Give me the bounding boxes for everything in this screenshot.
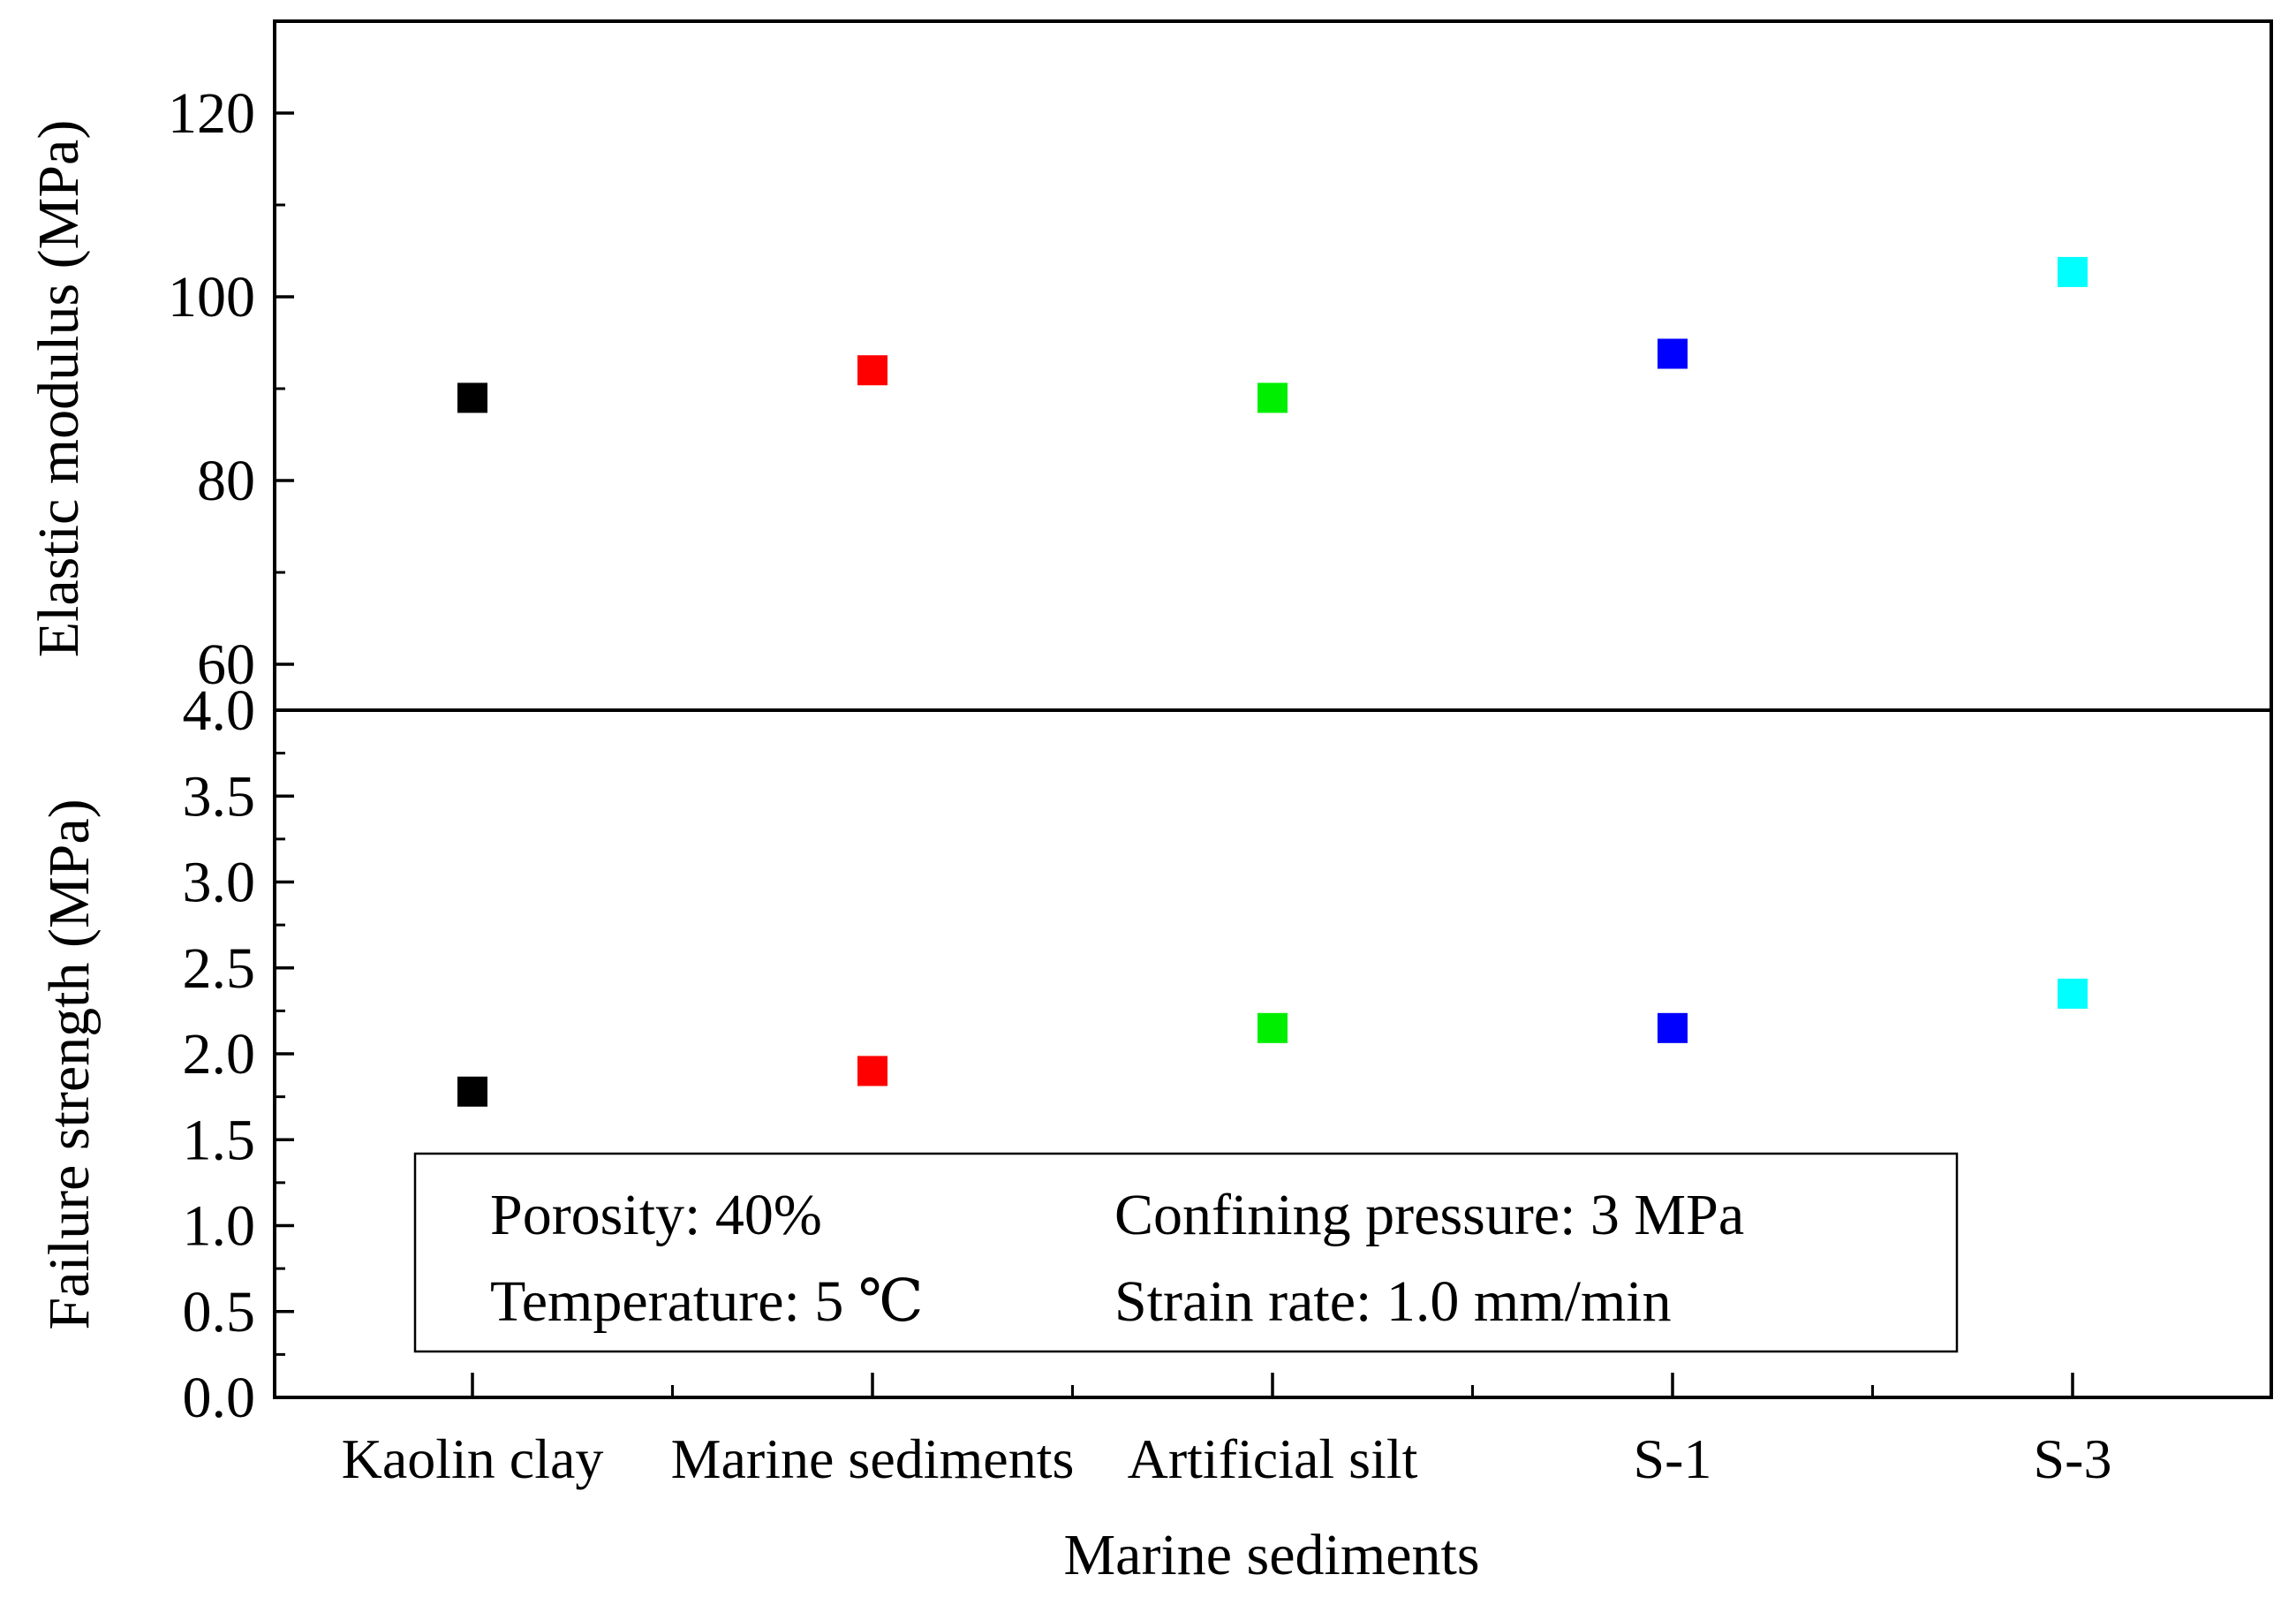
strain-rate-note: Strain rate: 1.0 mm/min: [1114, 1269, 1672, 1334]
confining-pressure-note: Confining pressure: 3 MPa: [1114, 1183, 1744, 1247]
bottom-y-tick-label: 2.0: [183, 1022, 256, 1086]
bottom-y-tick-label: 0.0: [183, 1366, 256, 1430]
x-tick-label: S-1: [1634, 1427, 1712, 1490]
bottom-y-tick-label: 0.5: [183, 1280, 256, 1344]
bottom-point-s-1: [1658, 1012, 1688, 1043]
temperature-note: Temperature: 5 ℃: [490, 1269, 924, 1334]
top-point-marine-sediments: [857, 355, 887, 386]
x-tick-label: Artificial silt: [1128, 1427, 1418, 1490]
top-y-tick-label: 100: [168, 265, 255, 329]
x-tick-label: Marine sediments: [671, 1427, 1075, 1490]
top-y-tick-label: 120: [168, 81, 255, 146]
top-point-s-1: [1658, 338, 1688, 369]
bottom-y-tick-label: 1.0: [183, 1194, 256, 1259]
top-y-tick-label: 60: [197, 632, 255, 697]
bottom-point-marine-sediments: [857, 1056, 887, 1086]
x-tick-label: Kaolin clay: [342, 1427, 604, 1490]
top-point-kaolin-clay: [457, 382, 487, 413]
top-y-axis-label: Elastic modulus (MPa): [26, 120, 91, 658]
bottom-y-axis-label: Failure strength (MPa): [37, 799, 102, 1329]
porosity-note: Porosity: 40%: [490, 1183, 822, 1247]
bottom-point-kaolin-clay: [457, 1076, 487, 1107]
bottom-y-tick-label: 1.5: [183, 1108, 256, 1172]
bottom-y-tick-label: 4.0: [183, 678, 256, 743]
top-point-s-3: [2058, 256, 2088, 287]
bottom-y-tick-label: 3.5: [183, 764, 256, 829]
bottom-y-tick-label: 2.5: [183, 936, 256, 1001]
bottom-point-artificial-silt: [1258, 1012, 1288, 1043]
annotation-box: Porosity: 40% Confining pressure: 3 MPa …: [413, 1152, 1959, 1353]
bottom-point-s-3: [2058, 978, 2088, 1009]
bottom-y-tick-label: 3.0: [183, 851, 256, 915]
x-tick-label: S-3: [2034, 1427, 2112, 1490]
x-axis-label: Marine sediments: [1063, 1523, 1479, 1587]
top-point-artificial-silt: [1258, 382, 1288, 413]
top-y-tick-label: 80: [197, 449, 255, 513]
